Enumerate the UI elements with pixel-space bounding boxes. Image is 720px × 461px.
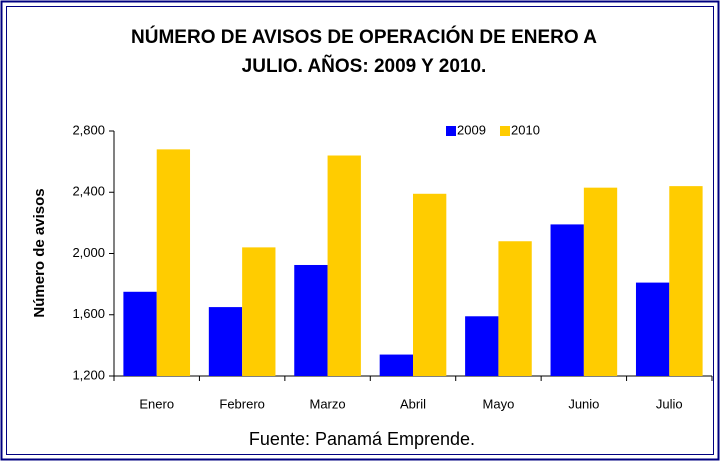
y-axis-label: Número de avisos (31, 188, 48, 317)
chart-title: JULIO. AÑOS: 2009 Y 2010. (242, 55, 487, 77)
bar (550, 224, 584, 376)
x-tick-label: Junio (568, 396, 599, 411)
legend-swatch (446, 126, 456, 136)
y-tick-label: 1,200 (72, 367, 105, 382)
bar (635, 282, 670, 376)
bar (327, 155, 361, 376)
bar (208, 307, 243, 376)
bar (379, 354, 413, 376)
legend-swatch (500, 126, 510, 136)
bar (123, 291, 157, 376)
bar (156, 149, 191, 376)
bar (669, 186, 703, 376)
x-tick-label: Marzo (310, 396, 346, 411)
bar (498, 241, 532, 376)
y-tick-label: 2,800 (72, 122, 105, 137)
x-tick-label: Julio (656, 396, 683, 411)
bar (242, 247, 276, 376)
x-tick-label: Abril (400, 396, 426, 411)
source-note: Fuente: Panamá Emprende. (249, 429, 475, 449)
x-tick-label: Mayo (483, 396, 515, 411)
bar (294, 264, 328, 376)
y-tick-label: 1,600 (72, 306, 105, 321)
y-tick-label: 2,000 (72, 245, 105, 260)
bar (583, 187, 618, 376)
x-tick-label: Enero (139, 396, 174, 411)
bar (413, 193, 447, 376)
y-tick-label: 2,400 (72, 184, 105, 199)
x-tick-label: Febrero (219, 396, 265, 411)
chart-title: NÚMERO DE AVISOS DE OPERACIÓN DE ENERO A (131, 26, 597, 48)
bar (465, 316, 499, 376)
inner-border (6, 6, 714, 455)
legend-label: 2010 (511, 122, 540, 137)
legend-label: 2009 (457, 122, 486, 137)
